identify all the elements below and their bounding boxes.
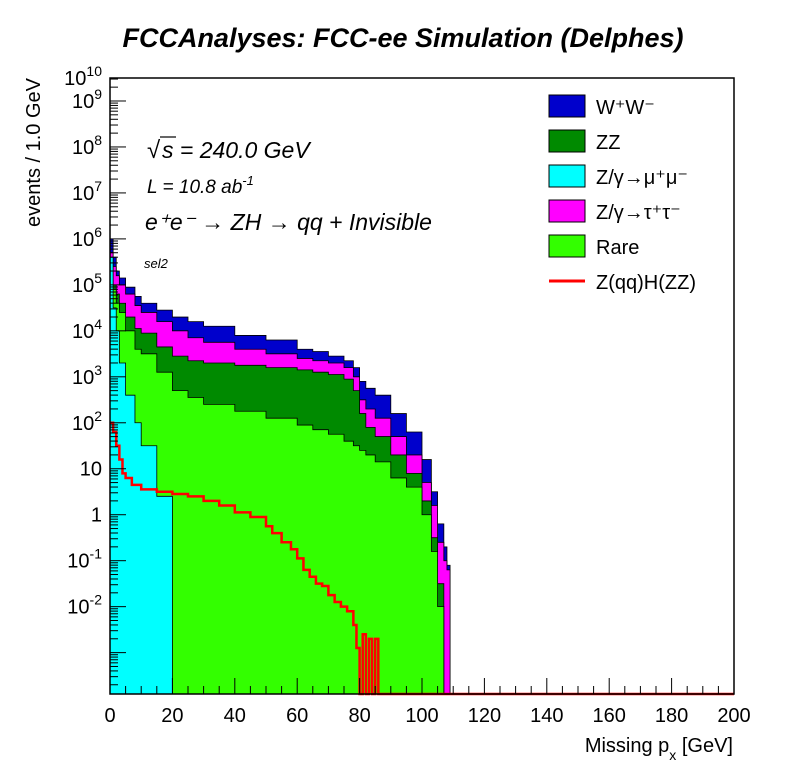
y-tick-label: 102	[72, 408, 102, 435]
x-tick-label: 100	[405, 705, 438, 727]
y-tick-label: 10-1	[67, 546, 102, 573]
y-tick-label: 106	[72, 224, 102, 251]
legend-swatch	[548, 234, 586, 258]
y-axis-label: events / 1.0 GeV	[23, 77, 45, 227]
sqrt-s-label: s = 240.0 GeV	[162, 137, 312, 163]
x-axis-label: Missing px [GeV]	[585, 735, 733, 763]
x-axis-label-main: Missing p	[585, 735, 669, 757]
x-tick-label: 40	[224, 705, 246, 727]
y-tick-label: 1	[91, 505, 102, 527]
x-tick-label: 20	[161, 705, 183, 727]
x-tick-label: 60	[286, 705, 308, 727]
y-tick-label: 107	[72, 178, 102, 205]
signal-line	[110, 421, 734, 696]
plot-frame	[109, 77, 735, 695]
y-tick-label: 105	[72, 270, 102, 297]
process-label: e⁺e⁻ → ZH → qq + Invisible	[145, 209, 432, 235]
legend-label: Z(qq)H(ZZ)	[596, 272, 696, 294]
x-tick-label: 160	[593, 705, 626, 727]
legend-swatch	[548, 199, 586, 223]
x-tick-label: 0	[104, 705, 115, 727]
x-tick-label: 80	[348, 705, 370, 727]
legend-swatch	[548, 94, 586, 118]
x-tick-label: 180	[655, 705, 688, 727]
sqrt-symbol: √	[147, 137, 161, 164]
stack-layer	[109, 238, 456, 695]
chart-title: FCCAnalyses: FCC-ee Simulation (Delphes)	[122, 23, 683, 53]
y-tick-label: 10-2	[67, 592, 102, 619]
x-axis-label-sub: x	[669, 747, 676, 763]
lumi-label: L = 10.8 ab-1	[147, 173, 254, 198]
plot-area: 0 20 40 60 80 100 120 140 160 180 20010-210-111010…	[64, 63, 751, 727]
x-tick-label: 200	[717, 705, 750, 727]
y-tick-label: 109	[72, 86, 102, 113]
y-tick-label: 1010	[64, 63, 102, 90]
legend-label: Z/γ→μ⁺μ⁻	[596, 167, 688, 189]
legend-label: ZZ	[596, 132, 620, 154]
stack-area	[109, 279, 456, 695]
x-tick-label: 120	[468, 705, 501, 727]
x-tick-label: 140	[530, 705, 563, 727]
annotations: √ s = 240.0 GeV L = 10.8 ab-1 e⁺e⁻ → ZH …	[144, 136, 432, 271]
y-tick-label: 10	[80, 459, 102, 481]
signal-layer	[110, 421, 734, 696]
selection-label: sel2	[144, 256, 169, 271]
svg-text:Missing px [GeV]: Missing px [GeV]	[585, 735, 733, 763]
legend-label: W⁺W⁻	[596, 97, 655, 119]
legend-swatch	[548, 164, 586, 188]
x-axis-label-unit: [GeV]	[682, 735, 733, 757]
legend-label: Z/γ→τ⁺τ⁻	[596, 202, 681, 224]
axis-layer: 0 20 40 60 80 100 120 140 160 180 20010-210-111010…	[64, 63, 751, 727]
legend: W⁺W⁻ ZZ Z/γ→μ⁺μ⁻ Z/γ→τ⁺τ⁻ Rare Z(qq)H(ZZ)	[548, 94, 696, 294]
y-tick-label: 103	[72, 362, 102, 389]
y-tick-label: 104	[72, 316, 102, 343]
legend-swatch	[548, 129, 586, 153]
y-tick-label: 108	[72, 132, 102, 159]
legend-label: Rare	[596, 237, 639, 259]
